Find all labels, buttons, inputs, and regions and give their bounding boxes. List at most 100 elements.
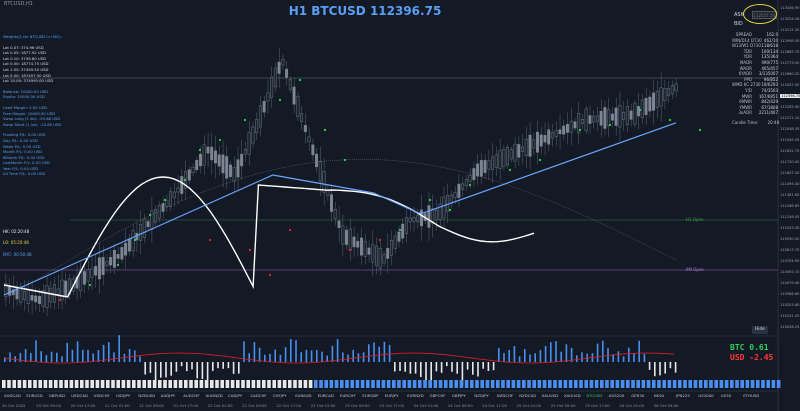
strength-bar bbox=[308, 380, 313, 388]
price-tick: 111268.85 bbox=[780, 204, 800, 208]
strength-bar bbox=[548, 380, 552, 388]
strength-bar bbox=[584, 380, 588, 388]
time-tick: 26 Oct 09:00 bbox=[653, 403, 679, 408]
candle-body bbox=[38, 296, 41, 304]
symbol-button[interactable]: USDCAD bbox=[71, 393, 88, 398]
candle-body bbox=[558, 129, 562, 135]
symbol-button[interactable]: XAGUSD bbox=[564, 393, 581, 398]
symbol-button[interactable]: CHFJPY bbox=[272, 393, 287, 398]
strength-bar bbox=[516, 380, 521, 388]
histogram-bar bbox=[550, 342, 552, 362]
symbol-button[interactable]: USDJPY bbox=[116, 393, 131, 398]
strength-bar bbox=[298, 380, 302, 388]
symbol-button[interactable]: HK50 bbox=[653, 393, 665, 398]
symbol-button[interactable]: ETHUSD bbox=[743, 393, 760, 398]
symbol-button[interactable]: GER30 bbox=[631, 393, 645, 398]
symbol-button[interactable]: EURNZD bbox=[407, 393, 424, 398]
candle-body bbox=[187, 169, 191, 181]
symbol-button[interactable]: AUDCHF bbox=[183, 393, 200, 398]
histogram-bar bbox=[154, 362, 157, 385]
symbol-button[interactable]: EURJPY bbox=[384, 393, 399, 398]
symbol-button[interactable]: BTCUSD bbox=[586, 393, 603, 398]
histogram-bar bbox=[539, 350, 542, 362]
symbol-button[interactable]: GBPJPY bbox=[452, 393, 466, 398]
candle-body bbox=[442, 196, 446, 219]
strength-bar bbox=[730, 380, 734, 388]
strength-bar bbox=[537, 380, 542, 388]
histogram-bar bbox=[180, 362, 183, 367]
candle-body bbox=[86, 269, 90, 282]
symbol-button[interactable]: US2000 bbox=[698, 393, 714, 398]
histogram-bar bbox=[555, 341, 557, 362]
symbol-button[interactable]: EURAUD bbox=[295, 393, 312, 398]
strength-bar bbox=[407, 380, 412, 388]
symbol-button[interactable]: AUS200 bbox=[608, 393, 625, 398]
histogram-bar bbox=[456, 362, 458, 374]
time-tick: 23 Oct 09:00 bbox=[345, 403, 370, 408]
stats-table: SPREAD 162.0 WIN/D14 D730 462/10 W13/W1 D7… bbox=[732, 32, 778, 116]
symbol-button[interactable]: AUDNZD bbox=[205, 393, 223, 398]
symbol-button[interactable]: NZDCAD bbox=[519, 393, 537, 398]
strength-bar bbox=[376, 380, 380, 388]
symbol-button[interactable]: XAUUSD bbox=[541, 393, 559, 398]
strength-bar bbox=[761, 380, 765, 388]
candle-body bbox=[266, 92, 270, 102]
strength-bar bbox=[366, 380, 370, 388]
histogram-bar bbox=[352, 349, 354, 362]
histogram-bar bbox=[144, 362, 146, 375]
time-tick: 21 Oct 01:00 bbox=[104, 403, 130, 408]
candle-body bbox=[124, 242, 128, 256]
strength-bar bbox=[95, 380, 100, 388]
histogram-bar bbox=[264, 354, 266, 362]
strength-bar bbox=[262, 380, 266, 388]
histogram-bar bbox=[648, 362, 651, 370]
symbol-button[interactable]: GBPCHF bbox=[429, 393, 446, 398]
symbol-button[interactable]: NZDCHF bbox=[496, 393, 514, 398]
candle-body bbox=[457, 183, 461, 198]
strength-bar bbox=[324, 380, 328, 388]
symbol-button[interactable]: AUDJPY bbox=[160, 393, 176, 398]
stat-row: 6MWR 842/429 bbox=[739, 99, 778, 105]
signal-dots bbox=[58, 78, 702, 302]
symbol-button[interactable]: EURCAD bbox=[317, 393, 334, 398]
strength-bar bbox=[636, 380, 640, 388]
symbol-button[interactable]: CADCHF bbox=[250, 393, 267, 398]
histogram-bar bbox=[570, 347, 573, 362]
symbol-button[interactable]: NZDJPY bbox=[474, 393, 489, 398]
strength-bar bbox=[360, 380, 365, 388]
strength-bar bbox=[277, 380, 282, 388]
sell-signal-dot bbox=[348, 248, 352, 252]
candle-body bbox=[476, 163, 480, 177]
symbol-button[interactable]: EURUSD bbox=[26, 393, 43, 398]
candle-body bbox=[569, 120, 573, 133]
symbol-button[interactable]: EURGBP bbox=[362, 393, 379, 398]
candle-body bbox=[580, 119, 584, 124]
symbol-button[interactable]: USDCHF bbox=[93, 393, 110, 398]
histogram-bar bbox=[76, 341, 79, 362]
symbol-button[interactable]: NZDUSD bbox=[138, 393, 156, 398]
histogram-bar bbox=[149, 362, 152, 373]
strength-bar bbox=[282, 380, 287, 388]
strength-bar bbox=[412, 380, 417, 388]
buy-signal-dot bbox=[163, 198, 167, 202]
candle-body bbox=[461, 183, 465, 190]
price-axis[interactable]: 113336.95 113224.16 113111.30 112998.50 1128… bbox=[778, 0, 800, 335]
histogram-bar bbox=[310, 350, 313, 362]
symbol-button[interactable]: EURCHF bbox=[340, 393, 356, 398]
time-tick: 20 Oct 2025 bbox=[2, 403, 26, 408]
symbol-button[interactable]: JPN225 bbox=[676, 393, 690, 398]
hide-button[interactable]: Hide bbox=[752, 326, 768, 334]
histogram-bar bbox=[544, 346, 547, 362]
symbol-button[interactable]: GBPUSD bbox=[48, 393, 66, 398]
symbol-button[interactable]: CADJPY bbox=[228, 393, 243, 398]
symbol-button[interactable]: AUDCAD bbox=[4, 393, 21, 398]
candle-body bbox=[648, 96, 652, 112]
symbol-button[interactable]: US30 bbox=[720, 393, 732, 398]
strength-bar bbox=[386, 380, 391, 388]
candle-body bbox=[8, 286, 11, 296]
histogram-bar bbox=[248, 353, 250, 362]
histogram-bar bbox=[529, 354, 531, 362]
strength-bar bbox=[496, 380, 500, 388]
stat-row: TDR 100/134 bbox=[743, 48, 778, 54]
